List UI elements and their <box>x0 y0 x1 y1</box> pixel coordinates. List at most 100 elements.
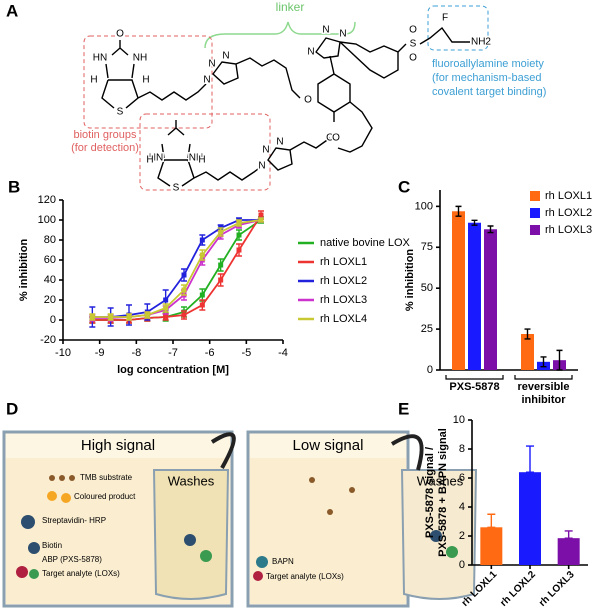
y-tick-label: 40 <box>44 274 56 286</box>
data-point <box>181 287 187 293</box>
y-tick-label: 2 <box>459 530 465 542</box>
atom-label: HN <box>93 53 107 64</box>
legend-swatch <box>530 191 540 201</box>
error-bar-line <box>471 219 478 226</box>
legend-label: native bovine LOX <box>320 237 411 249</box>
legend-swatch <box>530 208 540 218</box>
atom-label: S <box>117 107 124 118</box>
data-point <box>144 312 150 318</box>
data-point <box>199 292 205 298</box>
atom-label: O <box>116 29 124 40</box>
panel-label: B <box>8 177 20 196</box>
x-tick-label: rh LOXL2 <box>498 569 538 609</box>
error-bar-line <box>487 225 494 234</box>
error-bar-line <box>556 349 563 371</box>
data-point <box>108 314 114 320</box>
y-tick-label: 60 <box>44 254 56 266</box>
y-tick-label: 20 <box>44 294 56 306</box>
atom-label: O <box>326 133 334 144</box>
atom-label: HN <box>149 153 163 164</box>
y-tick-label: 100 <box>38 214 56 226</box>
y-tick-label: 100 <box>415 200 433 212</box>
data-point <box>199 252 205 258</box>
data-point <box>199 302 205 308</box>
diagram-item: Target analyte (LOXs) <box>42 569 120 578</box>
x-tick-label: -10 <box>55 347 71 359</box>
panel-label: C <box>398 177 410 196</box>
y-tick-label: 4 <box>459 501 465 513</box>
error-bar-line <box>540 356 547 368</box>
moiety-caption: (for mechanism-based <box>432 72 541 84</box>
legend-label: rh LOXL3 <box>545 224 592 236</box>
group-bracket <box>445 375 504 380</box>
x-axis-label: log concentration [M] <box>117 364 229 376</box>
diagram-title: Low signal <box>293 437 364 454</box>
biotin-caption: biotin groups <box>74 129 137 141</box>
legend-swatch <box>530 225 540 235</box>
y-tick-label: -20 <box>40 334 56 346</box>
legend-label: rh LOXL4 <box>320 313 367 325</box>
legend-label: rh LOXL1 <box>545 190 592 202</box>
error-bar <box>455 205 462 217</box>
bar <box>557 538 580 565</box>
error-bar-line <box>487 513 496 528</box>
atom-label: O <box>409 53 417 64</box>
diagram-title: High signal <box>81 437 155 454</box>
data-point <box>218 262 224 268</box>
atom-label: H <box>90 75 97 86</box>
bar <box>480 527 503 565</box>
y-tick-label: 75 <box>421 241 433 253</box>
diagram-item: Target analyte (LOXs) <box>266 572 344 581</box>
error-bar-line <box>455 205 462 217</box>
y-tick-label: 0 <box>427 364 433 376</box>
atom-label: H <box>142 75 149 86</box>
atom-label: F <box>442 13 448 24</box>
x-tick-label: -9 <box>95 347 105 359</box>
y-tick-label: 50 <box>421 282 433 294</box>
data-point <box>163 297 169 303</box>
y-tick-label: 0 <box>459 559 465 571</box>
group-bracket <box>514 375 573 380</box>
error-bar <box>487 513 496 528</box>
atom-label: NH <box>189 153 203 164</box>
error-bar <box>487 225 494 234</box>
atom-label: S <box>173 183 180 194</box>
atom-label: N <box>208 59 215 70</box>
x-tick-label: -5 <box>241 347 251 359</box>
x-tick-label: -6 <box>205 347 215 359</box>
moiety-caption: covalent target binding) <box>432 86 546 98</box>
x-tick-label: rh LOXL3 <box>537 569 577 609</box>
series-line <box>92 219 262 318</box>
data-point <box>126 314 132 320</box>
y-tick-label: 25 <box>421 323 433 335</box>
legend-label: rh LOXL3 <box>320 294 367 306</box>
biotin-box <box>83 35 213 129</box>
x-tick-label: -8 <box>131 347 141 359</box>
y-tick-label: 120 <box>38 194 56 206</box>
group-label: PXS-5878 <box>449 381 500 393</box>
data-point <box>163 314 169 320</box>
group-label: reversible inhibitor <box>517 381 570 406</box>
data-point <box>199 237 205 243</box>
washes-label: Washes <box>417 473 464 488</box>
y-tick-label: 10 <box>453 414 465 426</box>
diagram-item: ABP (PXS-5878) <box>42 555 102 564</box>
x-tick-label: -4 <box>278 347 288 359</box>
atom-label: O <box>409 25 417 36</box>
series-line <box>92 214 262 321</box>
diagram-item: Biotin <box>42 541 62 550</box>
atom-label: N <box>307 47 314 58</box>
data-point <box>218 229 224 235</box>
atom-label: N <box>339 29 346 40</box>
y-tick-label: 80 <box>44 234 56 246</box>
y-tick-label: 6 <box>459 472 465 484</box>
linker-bracket <box>204 21 356 49</box>
error-bar <box>540 356 547 368</box>
panel-label: A <box>6 1 18 20</box>
atom-label: NH <box>133 53 147 64</box>
series-line <box>92 219 262 319</box>
panel-label: D <box>6 399 18 418</box>
atom-label: H <box>198 155 205 166</box>
series-line <box>92 219 262 321</box>
data-point <box>236 232 242 238</box>
